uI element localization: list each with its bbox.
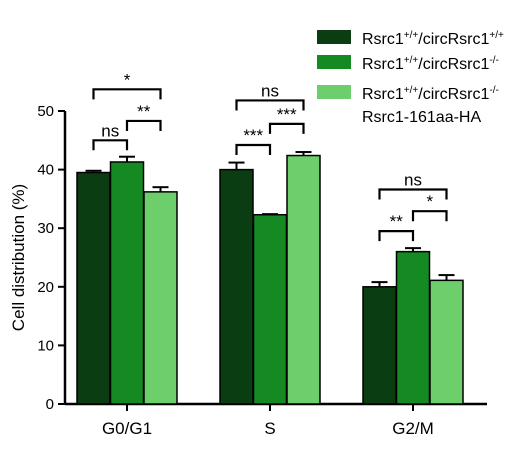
significance-bracket bbox=[125, 119, 162, 131]
significance-bracket bbox=[235, 143, 272, 155]
y-tick-label: 40 bbox=[37, 162, 54, 179]
legend: Rsrc1+/+/circRsrc1+/+Rsrc1+/+/circRsrc1-… bbox=[317, 30, 504, 126]
bar bbox=[429, 279, 464, 405]
significance-label: *** bbox=[243, 126, 263, 145]
significance-bracket bbox=[378, 230, 415, 242]
bar bbox=[252, 213, 288, 405]
legend-text-part: /circRsrc1 bbox=[418, 86, 489, 103]
x-category-label: G0/G1 bbox=[102, 419, 152, 438]
significance-label: ns bbox=[404, 171, 422, 190]
legend-text-part: -/- bbox=[489, 55, 498, 66]
legend-text-part: +/+ bbox=[404, 55, 419, 66]
significance-label: ns bbox=[261, 81, 279, 100]
significance-label: * bbox=[426, 192, 433, 211]
axes: 0 10 20 30 40 50 Cell distribution (%) G0/G1 S G2… bbox=[9, 103, 487, 438]
x-category-label: G2/M bbox=[392, 419, 434, 438]
significance-label: ** bbox=[390, 212, 404, 231]
y-tick-label: 10 bbox=[37, 337, 54, 354]
significance-label: *** bbox=[277, 105, 297, 124]
bars bbox=[76, 151, 464, 405]
bar bbox=[395, 250, 431, 405]
bar bbox=[109, 161, 145, 405]
legend-text-part: -/- bbox=[489, 85, 498, 96]
significance-brackets: ns*********ns***ns bbox=[92, 70, 448, 242]
y-tick-label: 0 bbox=[46, 396, 54, 413]
legend-swatch bbox=[317, 85, 351, 99]
bar bbox=[143, 191, 178, 405]
y-axis-label: Cell distribution (%) bbox=[9, 184, 28, 331]
bar bbox=[76, 171, 111, 405]
legend-swatch bbox=[317, 55, 351, 69]
significance-bracket bbox=[411, 210, 448, 222]
legend-swatch bbox=[317, 30, 351, 44]
x-category-label: S bbox=[264, 419, 275, 438]
legend-text-part: Rsrc1 bbox=[362, 86, 404, 103]
y-tick-label: 20 bbox=[37, 279, 54, 296]
legend-text-part: +/+ bbox=[404, 85, 419, 96]
significance-label: ** bbox=[137, 102, 151, 121]
legend-entry: Rsrc1+/+/circRsrc1-/- bbox=[362, 85, 499, 103]
legend-entry-line2: Rsrc1-161aa-HA bbox=[362, 109, 481, 126]
legend-entry: Rsrc1+/+/circRsrc1+/+ bbox=[362, 30, 504, 48]
significance-bracket bbox=[92, 139, 129, 151]
significance-bracket bbox=[378, 188, 448, 200]
legend-text-part: /circRsrc1 bbox=[418, 31, 489, 48]
legend-text-part: Rsrc1 bbox=[362, 31, 404, 48]
legend-text-part: +/+ bbox=[404, 30, 419, 41]
bar bbox=[362, 286, 397, 405]
legend-text-part: Rsrc1 bbox=[362, 56, 404, 73]
legend-text-part: /circRsrc1 bbox=[418, 56, 489, 73]
legend-entry: Rsrc1+/+/circRsrc1-/- bbox=[362, 55, 499, 73]
significance-bracket bbox=[92, 88, 162, 100]
significance-bracket bbox=[235, 99, 305, 111]
legend-text-part: +/+ bbox=[489, 30, 504, 41]
significance-bracket bbox=[268, 122, 305, 134]
y-tick-label: 50 bbox=[37, 103, 54, 120]
bar bbox=[219, 168, 254, 405]
y-tick-label: 30 bbox=[37, 220, 54, 237]
bar bbox=[286, 154, 321, 405]
significance-label: * bbox=[124, 70, 131, 89]
significance-label: ns bbox=[101, 121, 119, 140]
